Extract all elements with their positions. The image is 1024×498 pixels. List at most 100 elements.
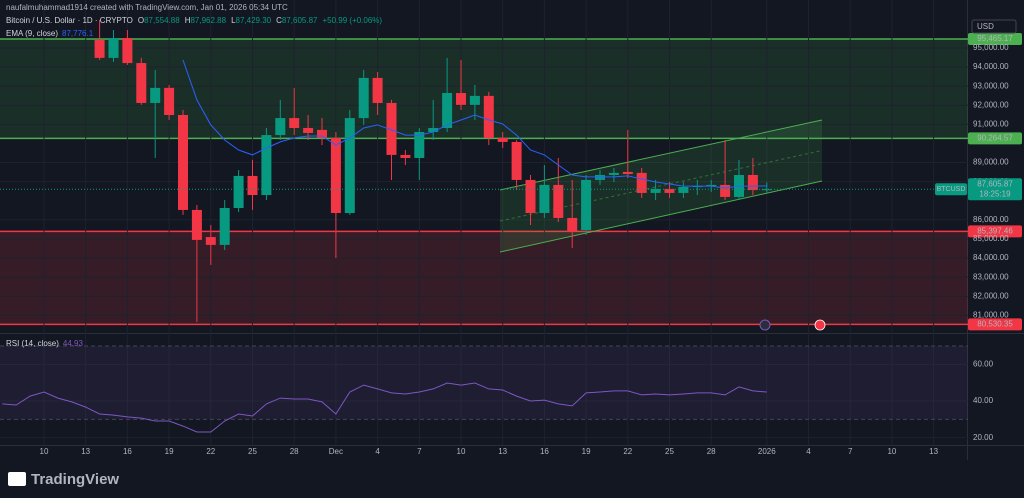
rsi-line: [2, 382, 767, 433]
candle-body: [553, 184, 564, 218]
candle-body: [164, 87, 175, 115]
currency-box: USD: [971, 19, 1017, 34]
candle-body: [150, 87, 161, 103]
candle-body: [233, 175, 244, 209]
level-label-box: [968, 225, 1022, 238]
ohlc-value: 87,605.87: [282, 16, 318, 25]
symbol-legend: Bitcoin / U.S. Dollar · 1D · CRYPTO O87,5…: [6, 16, 382, 25]
change: +50.99 (+0.06%): [322, 16, 382, 25]
candle-body: [108, 38, 119, 58]
legend: naufalmuhammad1914 created with TradingV…: [6, 3, 382, 348]
candle-body: [720, 184, 731, 197]
x-tick-label: 13: [929, 447, 938, 456]
channel-upper: [499, 119, 823, 191]
countdown: 18:25:19: [979, 189, 1011, 198]
candle-body: [747, 174, 758, 191]
candle-body: [344, 118, 355, 213]
rsi-name: RSI (14, close): [6, 339, 59, 348]
x-tick-label: 2026: [758, 447, 776, 456]
x-tick-label: 10: [887, 447, 896, 456]
y-tick-label: 84,000.00: [973, 253, 1009, 262]
rsi-value: 44.93: [63, 339, 84, 348]
candle-body: [636, 172, 647, 193]
candle-body: [567, 217, 578, 232]
level-label: 95,465.17: [977, 34, 1013, 43]
price-label: 87,605.87: [977, 179, 1013, 188]
candle-body: [358, 77, 369, 119]
symbol-label: BTCUSD: [937, 186, 966, 193]
x-tick-label: 25: [248, 447, 257, 456]
y-tick-label: 81,000.00: [973, 310, 1009, 319]
y-tick-label: 86,000.00: [973, 215, 1009, 224]
x-tick-label: 28: [707, 447, 716, 456]
candle-body: [511, 141, 522, 180]
zones: [0, 38, 968, 326]
ema-name: EMA (9, close): [6, 29, 58, 38]
x-tick-label: 16: [123, 447, 132, 456]
candle-body: [581, 179, 592, 230]
candle-body: [525, 179, 536, 213]
y-tick-label: 82,000.00: [973, 291, 1009, 300]
candle-body: [247, 175, 258, 196]
ohlc-key: L: [231, 16, 236, 25]
x-tick-label: 4: [375, 447, 380, 456]
candle-body: [317, 129, 327, 138]
candle-body: [428, 127, 439, 132]
y-tick-label: 40.00: [973, 396, 994, 405]
level-label-box: [968, 318, 1022, 331]
candle-body: [372, 77, 383, 103]
x-tick-label: 7: [417, 447, 422, 456]
candle-body: [219, 208, 230, 245]
trend-channel: [499, 119, 823, 253]
channel-lower: [499, 180, 823, 253]
x-tick-label: 16: [540, 447, 549, 456]
credit: naufalmuhammad1914 created with TradingV…: [6, 3, 288, 12]
level-label: 85,397.46: [977, 226, 1013, 235]
candle-body: [483, 95, 494, 138]
symbol-box: [935, 183, 967, 196]
candle-body: [595, 174, 605, 180]
ohlc-value: 87,429.30: [236, 16, 272, 25]
level-label-box: [968, 33, 1022, 46]
candle-body: [442, 93, 453, 128]
x-tick-label: 19: [582, 447, 591, 456]
x-tick-label: 10: [40, 447, 49, 456]
rsi-band: [0, 346, 968, 420]
event-icon[interactable]: [814, 319, 826, 331]
marks: [0, 19, 968, 433]
candle-body: [706, 184, 717, 187]
candle-body: [261, 135, 272, 196]
symbol: Bitcoin / U.S. Dollar · 1D · CRYPTO: [6, 16, 133, 25]
x-tick-label: 25: [665, 447, 674, 456]
y-tick-label: 85,000.00: [973, 234, 1009, 243]
candle-body: [303, 127, 314, 133]
ohlc-value: 87,554.88: [144, 16, 180, 25]
ohlc-key: O: [138, 16, 144, 25]
price-box: [968, 178, 1022, 201]
y-tick-label: 95,000.00: [973, 43, 1009, 52]
level-label: 80,530.35: [977, 319, 1013, 328]
candle-body: [136, 63, 147, 103]
currency: USD: [977, 22, 994, 31]
x-tick-label: 28: [290, 447, 299, 456]
brand: TradingView: [31, 471, 119, 488]
labels: 95,465.17 90,264.57 85,397.46 80,530.35 95,0…: [40, 33, 1022, 456]
ema-value: 87,776.1: [62, 29, 94, 38]
y-tick-label: 94,000.00: [973, 62, 1009, 71]
x-tick-label: 13: [498, 447, 507, 456]
level-label-box: [968, 132, 1022, 145]
y-tick-label: 89,000.00: [973, 158, 1009, 167]
zone: [0, 231, 968, 325]
candle-body: [414, 131, 425, 158]
candle-body: [289, 118, 300, 128]
candle-body: [469, 95, 480, 105]
candle-body: [622, 171, 633, 175]
candle-body: [330, 137, 341, 213]
level-label: 90,264.57: [977, 134, 1013, 143]
ohlc-value: 87,962.88: [190, 16, 226, 25]
ema-legend: EMA (9, close) 87,776.1: [6, 29, 94, 38]
ohlc-key: H: [185, 16, 191, 25]
event-icon[interactable]: [759, 319, 771, 331]
y-tick-label: 93,000.00: [973, 81, 1009, 90]
